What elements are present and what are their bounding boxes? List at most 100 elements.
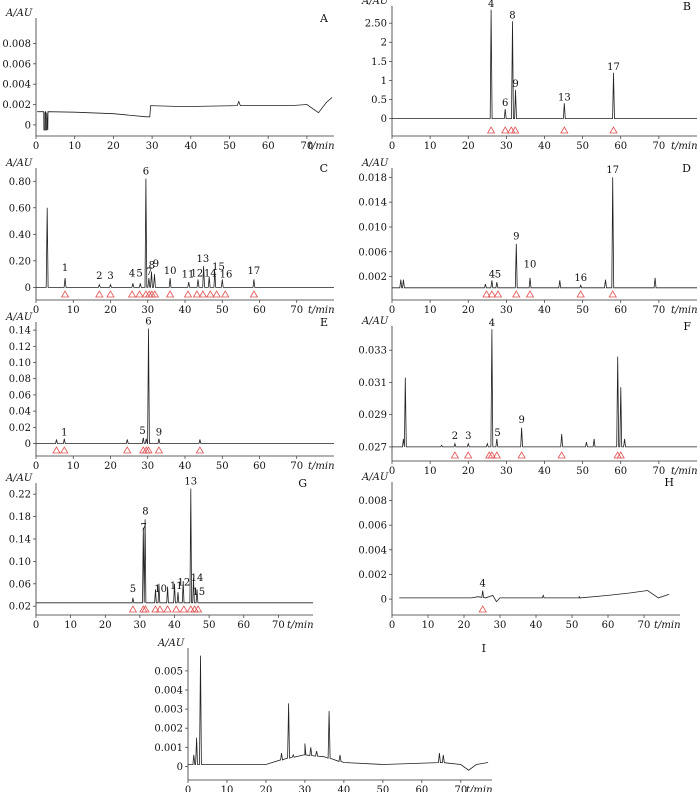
x-tick-label: 10: [68, 141, 81, 152]
y-tick-label: 0.02: [9, 423, 31, 434]
y-tick-label: 0.002: [154, 724, 183, 735]
x-tick-label: 60: [237, 620, 250, 631]
peak-label: 11: [182, 270, 195, 281]
peak-label: 8: [509, 10, 515, 21]
peak-marker: [249, 290, 259, 298]
peak-marker: [154, 446, 164, 454]
panel-letter: B: [683, 0, 691, 13]
peak-marker: [487, 451, 497, 459]
y-tick-label: 0: [25, 283, 31, 294]
peak-label: 13: [197, 254, 210, 265]
x-tick-label: 70: [653, 141, 666, 152]
y-tick-label: 0.06: [9, 579, 31, 590]
peak-label: 5: [139, 426, 145, 437]
x-axis-label: t/min: [308, 461, 335, 472]
x-tick-label: 20: [462, 305, 475, 316]
x-tick-label: 10: [67, 305, 80, 316]
y-tick-label: 0.014: [358, 198, 387, 209]
peak-marker: [95, 290, 104, 298]
x-tick-label: 20: [462, 466, 475, 477]
peak-marker: [163, 605, 172, 613]
peak-label: 15: [212, 262, 225, 273]
x-tick-label: 50: [566, 620, 579, 631]
x-axis-label: t/min: [287, 620, 314, 631]
peak-label: 5: [494, 428, 500, 439]
peak-marker: [135, 290, 144, 298]
chromatogram-trace: [36, 488, 313, 604]
x-tick-label: 0: [33, 620, 39, 631]
peak-label: 9: [518, 415, 524, 426]
peak-label: 4: [489, 269, 495, 280]
y-tick-label: 0.002: [2, 100, 31, 111]
y-tick-label: 0.006: [2, 59, 31, 70]
peak-label: 15: [192, 587, 205, 598]
x-tick-label: 30: [146, 141, 159, 152]
peak-marker: [525, 290, 535, 298]
peak-marker: [492, 451, 502, 459]
peak-label: 6: [502, 98, 508, 109]
peak-marker: [172, 605, 181, 613]
peak-marker: [609, 126, 618, 134]
y-tick-label: 1.5: [371, 57, 387, 68]
peak-label: 10: [164, 266, 177, 277]
peak-marker: [183, 290, 193, 298]
peak-marker: [486, 126, 496, 134]
x-tick-label: 60: [253, 305, 266, 316]
peak-label: 1: [62, 263, 68, 274]
panel-g: 0.02 0.06 0.10 0.14 0.18 0.22 0 10 20 30 40 50 60 70 A…: [5, 473, 314, 631]
peak-marker: [193, 605, 203, 613]
x-tick-label: 70: [653, 305, 666, 316]
y-tick-label: 0.10: [9, 358, 31, 369]
peak-label: 8: [149, 260, 155, 271]
y-tick-label: 0: [177, 762, 183, 773]
chromatogram-trace: [392, 329, 697, 448]
peak-label: 4: [129, 268, 135, 279]
x-tick-label: 0: [389, 141, 395, 152]
x-axis-label: t/min: [671, 466, 698, 477]
y-tick-label: 0.08: [9, 374, 31, 385]
chromatogram-trace: [188, 655, 489, 771]
peak-label: 16: [220, 270, 233, 281]
y-tick-label: 0.40: [9, 230, 31, 241]
peak-marker: [221, 290, 230, 298]
x-tick-label: 30: [500, 141, 513, 152]
peak-label: 10: [524, 259, 537, 270]
peak-marker: [60, 290, 70, 298]
peak-marker: [52, 446, 61, 454]
peak-marker: [464, 451, 473, 459]
y-tick-label: 0.14: [9, 535, 31, 546]
x-tick-label: 30: [299, 785, 312, 792]
x-tick-label: 50: [223, 141, 236, 152]
peak-marker: [517, 451, 526, 459]
y-tick-label: 0.006: [358, 521, 387, 532]
peak-marker: [482, 290, 491, 298]
x-tick-label: 70: [454, 785, 467, 792]
x-axis-label: t/min: [308, 305, 335, 316]
y-tick-label: 0.008: [358, 496, 387, 507]
peak-marker: [198, 290, 208, 298]
y-axis-label: A/AU: [361, 0, 389, 7]
x-tick-label: 40: [179, 461, 192, 472]
chromatogram-trace: [37, 97, 333, 131]
peak-marker: [512, 290, 521, 298]
peak-label: 4: [488, 0, 494, 10]
y-tick-label: 1: [381, 76, 387, 87]
chromatogram-trace: [36, 178, 334, 288]
peak-marker: [144, 446, 153, 454]
x-tick-label: 10: [64, 620, 77, 631]
peak-marker: [487, 290, 497, 298]
x-tick-label: 20: [104, 461, 117, 472]
peak-label: 5: [130, 584, 136, 595]
chromatogram-trace: [36, 328, 334, 444]
y-tick-label: 0.033: [358, 346, 387, 357]
peak-label: 13: [558, 92, 571, 103]
peak-marker: [123, 446, 132, 454]
y-tick-label: 0: [381, 114, 387, 125]
panel-d: 0.002 0.006 0.010 0.014 0.018 0 10 20 30 40 50 60 70…: [358, 158, 697, 316]
x-tick-label: 30: [494, 620, 507, 631]
x-tick-label: 50: [576, 466, 589, 477]
peak-label: 9: [512, 79, 518, 90]
peak-marker: [608, 290, 617, 298]
x-tick-label: 40: [538, 305, 551, 316]
